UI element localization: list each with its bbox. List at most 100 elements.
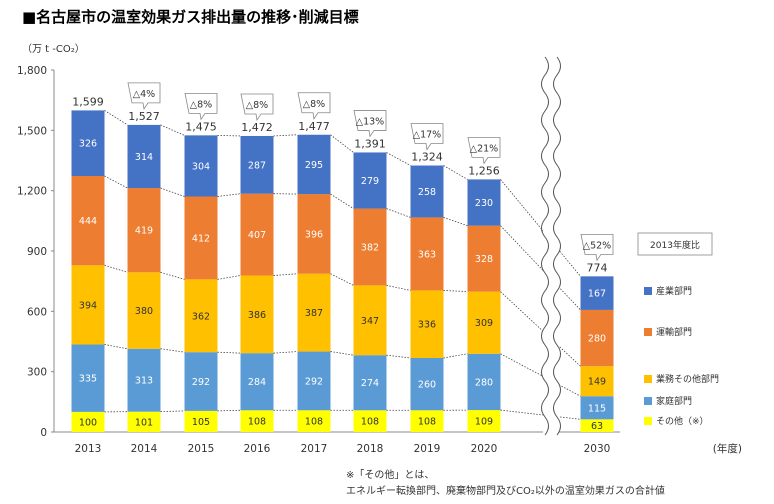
bar-total-label: 1,472 <box>241 121 273 134</box>
connector-line <box>443 217 468 227</box>
bar-segment <box>71 344 105 412</box>
reduction-callout: △8% <box>240 93 274 122</box>
segment-value-label: 101 <box>135 417 153 428</box>
bar-segment <box>127 188 161 273</box>
connector-line <box>386 208 411 218</box>
connector-line <box>160 187 185 197</box>
reduction-callout: △17% <box>410 123 444 151</box>
connector-line <box>330 134 354 153</box>
bar-segment <box>580 396 614 420</box>
connector-line <box>330 193 354 209</box>
bar-total-label: 1,324 <box>411 151 443 164</box>
connector-line <box>500 179 581 277</box>
segment-value-label: 386 <box>248 310 266 321</box>
footnote-line-1: ※「その他」とは、 <box>346 468 434 481</box>
legend-label: その他（※） <box>656 415 709 427</box>
connector-line <box>500 409 581 420</box>
segment-value-label: 287 <box>248 160 266 171</box>
reduction-label: △8% <box>246 100 268 111</box>
bar-segment <box>297 134 331 195</box>
legend-title: 2013年度比 <box>650 239 700 251</box>
bar-segment <box>71 110 105 176</box>
bar-segment <box>127 348 161 412</box>
connector-line <box>104 110 128 126</box>
bar-segment <box>353 355 387 411</box>
y-axis-label: （万 t -CO₂） <box>22 43 85 55</box>
y-tick-label: 1,200 <box>17 186 47 198</box>
x-tick-label: 2020 <box>471 443 498 455</box>
callout-box <box>353 110 387 138</box>
axis-break <box>541 56 561 436</box>
connector-line <box>330 273 354 286</box>
reduction-label: △52% <box>583 240 611 251</box>
reduction-label: △8% <box>303 99 325 110</box>
segment-value-label: 326 <box>79 139 97 150</box>
bar-segment <box>467 410 501 432</box>
callout-box <box>127 82 161 110</box>
segment-value-label: 280 <box>475 377 493 388</box>
segment-value-label: 335 <box>79 374 97 385</box>
segment-value-label: 108 <box>305 417 323 428</box>
reduction-label: △8% <box>190 99 212 110</box>
legend-label: 家庭部門 <box>656 395 692 407</box>
callout-box <box>184 92 218 121</box>
segment-value-label: 336 <box>418 320 436 331</box>
x-tick-label: 2013 <box>75 443 102 455</box>
bar-segment <box>353 152 387 209</box>
segment-value-label: 407 <box>248 230 266 241</box>
callout-box <box>410 123 444 151</box>
segment-value-label: 100 <box>79 417 97 428</box>
callout-box <box>297 92 331 120</box>
segment-value-label: 412 <box>192 233 210 244</box>
segment-value-label: 313 <box>135 376 153 387</box>
segment-value-label: 105 <box>192 417 210 428</box>
connector-line <box>217 275 241 280</box>
bar-segment <box>410 290 444 358</box>
reduction-label: △17% <box>413 130 441 141</box>
segment-value-label: 280 <box>588 334 606 345</box>
y-tick-label: 900 <box>27 246 47 258</box>
bar-segment <box>127 124 161 189</box>
bar-segment <box>71 175 105 266</box>
x-axis-label: (年度) <box>713 442 742 455</box>
bar-segment <box>184 135 218 197</box>
callout-box <box>580 233 614 262</box>
segment-value-label: 292 <box>305 376 323 387</box>
segment-value-label: 274 <box>361 378 379 389</box>
connector-line <box>500 291 581 367</box>
connector-line <box>330 351 354 356</box>
segment-value-label: 387 <box>305 308 323 319</box>
x-tick-label: 2018 <box>357 443 384 455</box>
x-tick-label: 2016 <box>244 443 271 455</box>
legend-label: 運輸部門 <box>656 326 692 338</box>
connector-line <box>160 348 185 353</box>
connector-line <box>273 134 298 137</box>
connector-line <box>443 290 468 293</box>
segment-value-label: 260 <box>418 380 436 391</box>
bar-segment <box>297 194 331 274</box>
bar-segment <box>410 165 444 218</box>
footnote-line-2: エネルギー転換部門、廃棄物部門及びCO₂以外の温室効果ガスの合計値 <box>346 484 665 497</box>
segment-value-label: 309 <box>475 318 493 329</box>
bar-segment <box>184 196 218 280</box>
segment-value-label: 304 <box>192 161 210 172</box>
x-tick-label: 2015 <box>188 443 215 455</box>
bar-segment <box>71 411 105 432</box>
segment-value-label: 108 <box>361 417 379 428</box>
x-tick-label: 2030 <box>584 443 611 455</box>
segment-value-label: 149 <box>588 377 606 388</box>
segment-value-label: 295 <box>305 160 323 171</box>
segment-value-label: 115 <box>588 403 606 414</box>
y-tick-label: 1,800 <box>17 65 47 77</box>
connector-line <box>160 271 185 280</box>
y-tick-label: 600 <box>27 306 47 318</box>
bar-segment <box>467 291 501 354</box>
reduction-callout: △52% <box>580 233 614 262</box>
callout-box <box>467 137 501 165</box>
bar-segment <box>127 272 161 349</box>
connector-line <box>104 344 128 350</box>
bar-segment <box>184 279 218 353</box>
reduction-callout: △21% <box>467 137 501 165</box>
